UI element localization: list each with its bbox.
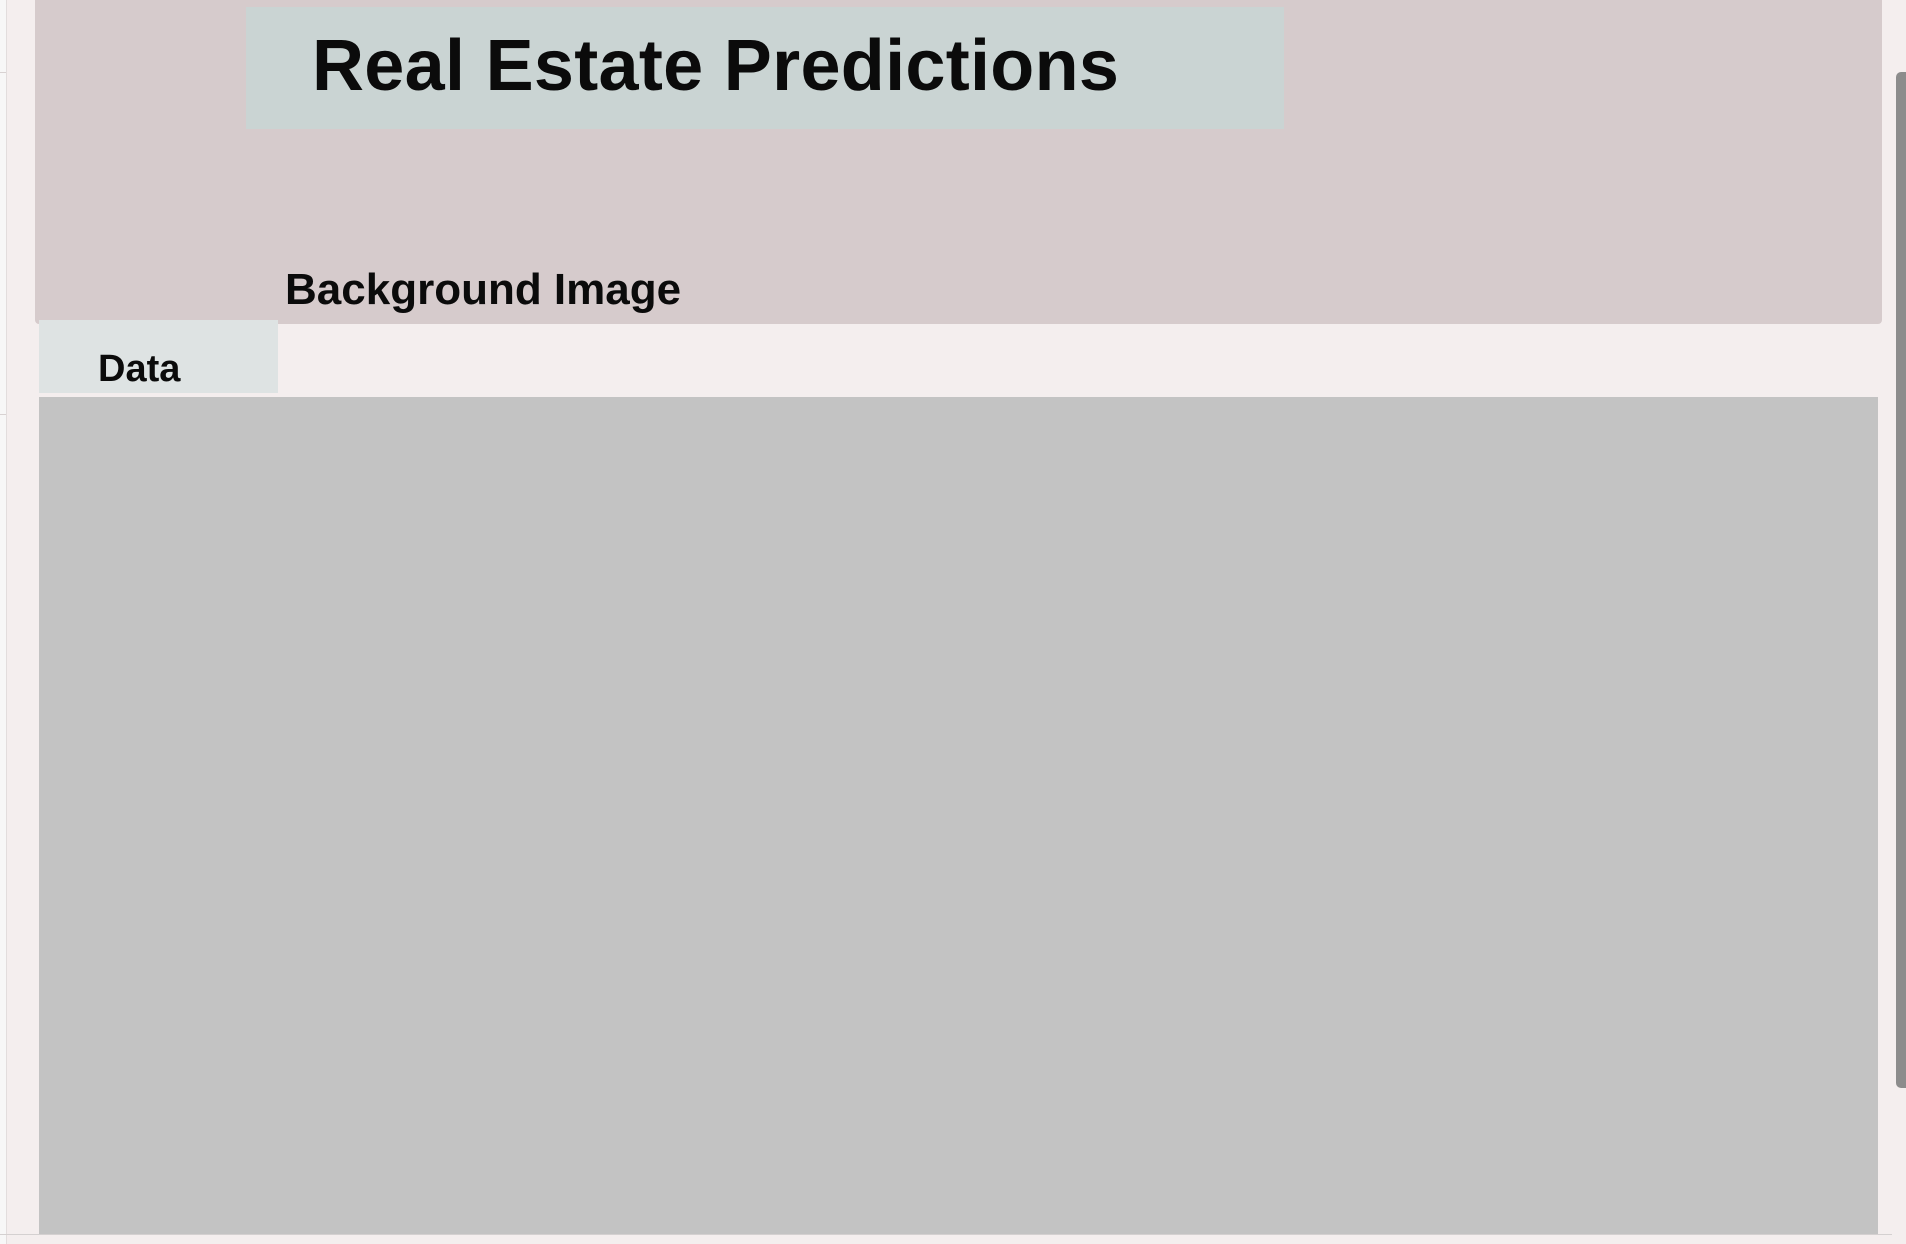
- page-title: Real Estate Predictions: [312, 26, 1120, 106]
- left-gutter: [0, 0, 7, 1244]
- title-box: [246, 7, 1284, 129]
- vertical-scrollbar[interactable]: [1892, 0, 1906, 1244]
- tab-data-label: Data: [98, 348, 181, 390]
- bottom-divider: [0, 1234, 1906, 1235]
- background-image-heading: Background Image: [285, 265, 682, 314]
- gutter-tick: [0, 72, 6, 73]
- scrollbar-thumb[interactable]: [1896, 72, 1906, 1088]
- tab-data[interactable]: Data: [39, 320, 278, 393]
- gutter-tick: [0, 414, 6, 415]
- data-content-panel: [39, 397, 1878, 1234]
